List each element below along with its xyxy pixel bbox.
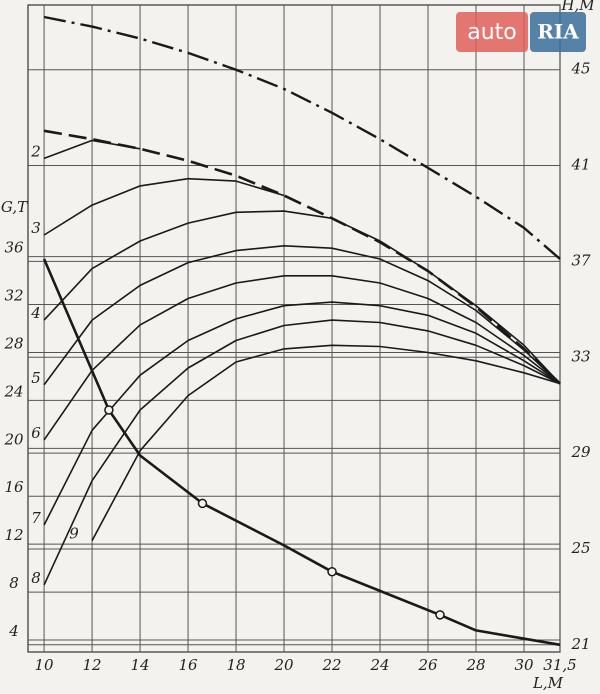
x-tick-label: 31,5: [543, 656, 576, 674]
curve: [43, 245, 561, 386]
y-tick-label: 4: [8, 622, 19, 640]
data-point: [197, 498, 208, 509]
y2-tick-label: 25: [570, 539, 590, 557]
y2-tick-label: 37: [571, 251, 591, 269]
x-tick-label: 18: [227, 656, 246, 674]
x-axis-label: L,M: [532, 674, 564, 692]
curve: [43, 275, 561, 441]
curve: [43, 15, 561, 260]
x-tick-label: 28: [465, 656, 485, 674]
y-tick-label: 20: [3, 430, 24, 448]
y-tick-label: 32: [4, 287, 23, 305]
curve-label: 7: [31, 509, 41, 527]
y-tick-label: 12: [4, 526, 23, 544]
curve: [43, 301, 561, 526]
y-axis-label: G,T: [1, 198, 28, 216]
watermark: auto RIA: [456, 12, 586, 52]
x-tick-label: 16: [179, 656, 199, 674]
curve: [91, 344, 561, 541]
watermark-text: auto: [467, 20, 517, 45]
x-tick-label: 10: [35, 656, 55, 674]
curve-label: 8: [31, 569, 41, 587]
data-point: [435, 610, 445, 620]
x-tick-label: 24: [369, 656, 389, 674]
y2-tick-label: 33: [571, 347, 590, 365]
x-tick-label: 22: [321, 656, 341, 674]
watermark-text: RIA: [537, 20, 579, 44]
curve-label: 9: [69, 525, 79, 543]
y2-tick-label: 45: [570, 60, 590, 78]
plot-frame: [27, 4, 561, 653]
data-point: [104, 405, 114, 415]
curve: [43, 129, 561, 385]
watermark-box: [530, 12, 586, 52]
x-tick-label: 26: [417, 656, 438, 674]
curve: [43, 177, 285, 236]
curve: [43, 319, 561, 586]
y-tick-label: 28: [3, 334, 23, 352]
y2-tick-label: 41: [570, 156, 590, 174]
data-point: [327, 566, 337, 577]
y2-axis-label: H,M: [560, 0, 595, 14]
curve-label: 2: [30, 142, 41, 160]
y-tick-label: 16: [4, 478, 24, 496]
curve-label: 5: [31, 369, 41, 387]
y-tick-label: 36: [4, 239, 24, 257]
y2-tick-label: 21: [570, 635, 590, 653]
y-tick-label: 24: [3, 382, 23, 400]
curve: [42, 258, 561, 647]
watermark-box: [456, 12, 528, 52]
curve-label: 4: [30, 304, 41, 322]
y2-tick-label: 29: [570, 443, 591, 461]
x-tick-label: 14: [131, 656, 150, 674]
curve: [43, 210, 561, 385]
x-tick-label: 30: [514, 656, 534, 674]
curve: [43, 139, 141, 160]
y-tick-label: 8: [9, 574, 19, 592]
x-tick-label: 12: [83, 656, 102, 674]
curve-label: 3: [31, 219, 41, 237]
x-tick-label: 20: [273, 656, 294, 674]
curve-label: 6: [31, 424, 41, 442]
